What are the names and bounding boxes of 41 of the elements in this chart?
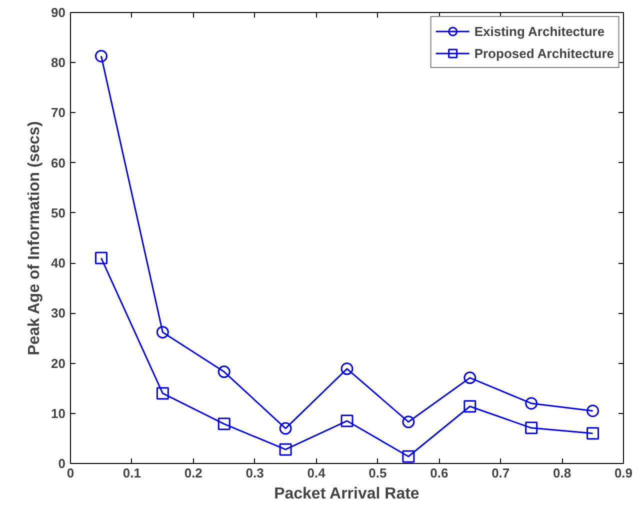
y-tick-label: 70 xyxy=(51,105,66,120)
point xyxy=(402,416,415,428)
y-tick-label: 50 xyxy=(51,205,66,220)
point xyxy=(279,443,292,456)
point xyxy=(218,418,230,430)
y-tick-label: 60 xyxy=(51,155,66,170)
y-tick-label: 40 xyxy=(51,256,66,271)
x-tick-label: 0.9 xyxy=(614,466,633,480)
point xyxy=(586,427,600,440)
point xyxy=(340,414,354,428)
point xyxy=(279,422,292,435)
x-tick-label: 0.4 xyxy=(307,466,326,480)
point xyxy=(156,387,169,400)
x-tick-label: 0.3 xyxy=(246,466,264,480)
y-tick-label: 80 xyxy=(51,55,66,70)
y-tick-label: 0 xyxy=(58,456,66,471)
y-tick-label: 90 xyxy=(51,5,66,20)
point xyxy=(402,450,415,463)
point xyxy=(156,326,169,338)
point xyxy=(340,362,354,376)
y-tick-label: 30 xyxy=(51,306,66,321)
point xyxy=(464,372,476,384)
x-tick-label: 0.1 xyxy=(122,466,141,480)
y-tick-label: 20 xyxy=(51,356,66,371)
y-axis-title: Peak Age of Information (secs) xyxy=(26,121,44,356)
x-axis-title: Packet Arrival Rate xyxy=(274,486,420,502)
y-tick-label: 10 xyxy=(51,406,66,421)
point xyxy=(525,397,538,410)
point xyxy=(94,50,108,62)
point xyxy=(525,422,538,434)
x-tick-label: 0.6 xyxy=(430,466,448,480)
x-tick-label: 0.8 xyxy=(553,466,572,480)
point xyxy=(94,252,108,264)
point xyxy=(464,400,476,413)
point xyxy=(218,366,230,378)
point xyxy=(586,404,600,418)
legend-label: Proposed Architecture xyxy=(474,46,614,60)
legend-label: Existing Architecture xyxy=(474,24,605,38)
x-tick-label: 0.7 xyxy=(492,466,510,480)
x-tick-label: 0.2 xyxy=(184,466,202,480)
x-tick-label: 0.5 xyxy=(368,466,387,480)
